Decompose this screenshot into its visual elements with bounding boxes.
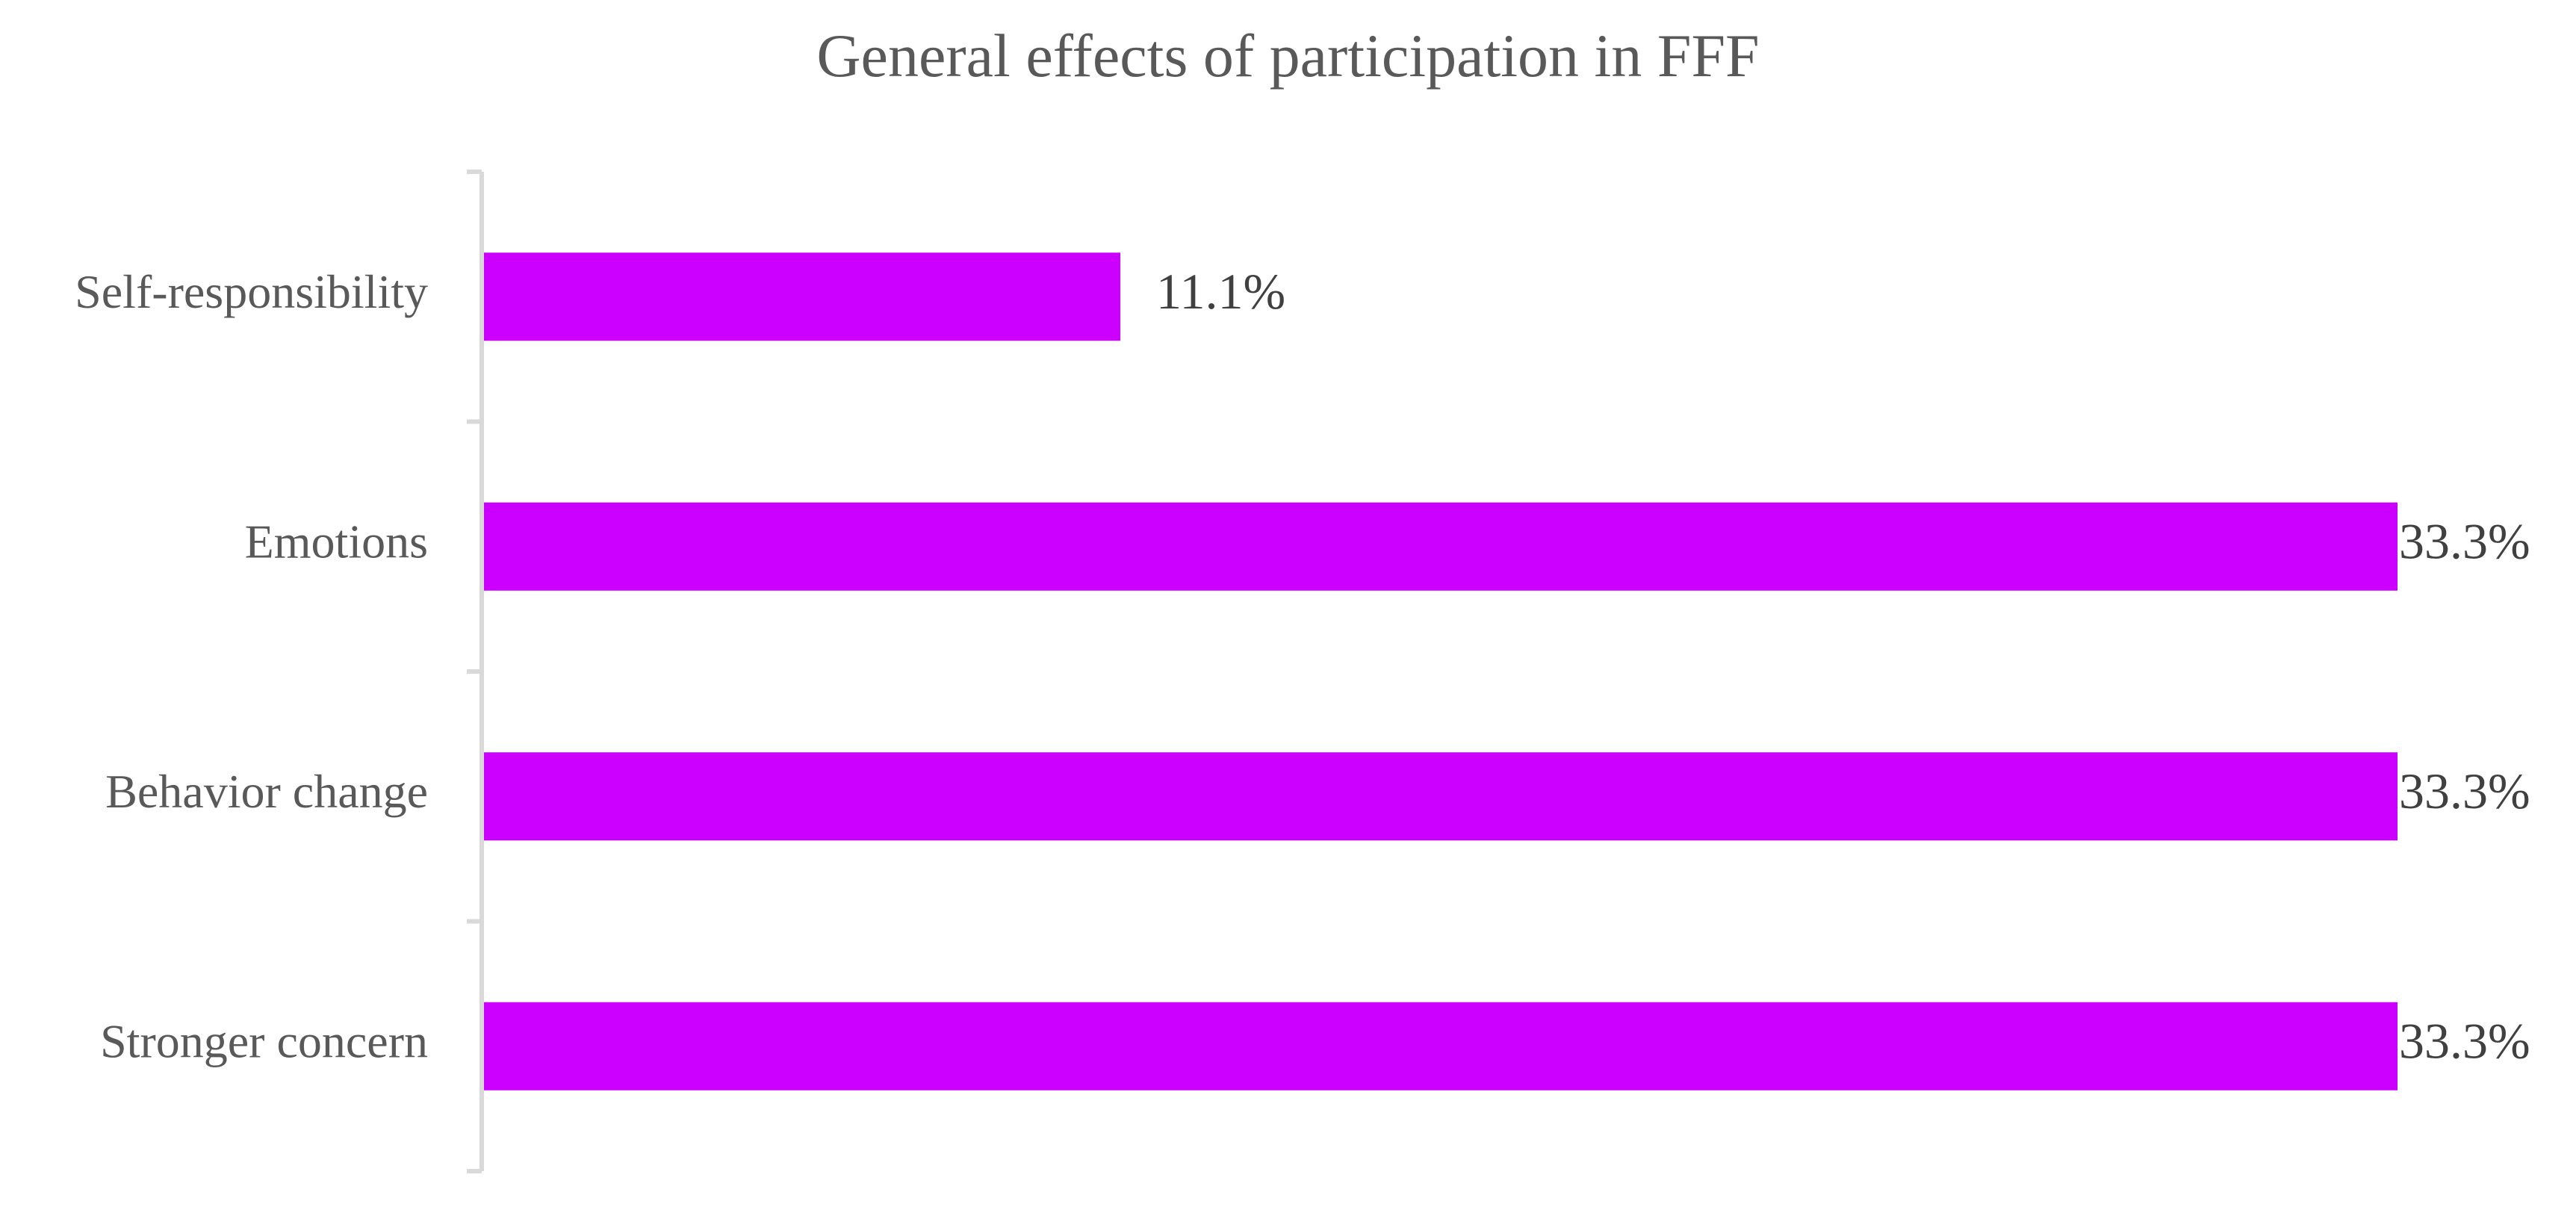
data-label: 33.3% xyxy=(2399,763,2530,819)
category-label: Self-responsibility xyxy=(75,265,428,318)
data-label: 33.3% xyxy=(2399,1012,2530,1069)
bar xyxy=(484,1002,2397,1090)
category-label: Emotions xyxy=(245,515,428,568)
data-label: 11.1% xyxy=(1156,263,1285,320)
chart-title: General effects of participation in FFF xyxy=(816,22,1760,90)
category-label: Behavior change xyxy=(105,765,428,818)
bar xyxy=(484,502,2397,591)
bar xyxy=(484,752,2397,841)
bar xyxy=(484,252,1120,341)
data-label: 33.3% xyxy=(2399,512,2530,569)
category-label: Stronger concern xyxy=(100,1014,428,1067)
